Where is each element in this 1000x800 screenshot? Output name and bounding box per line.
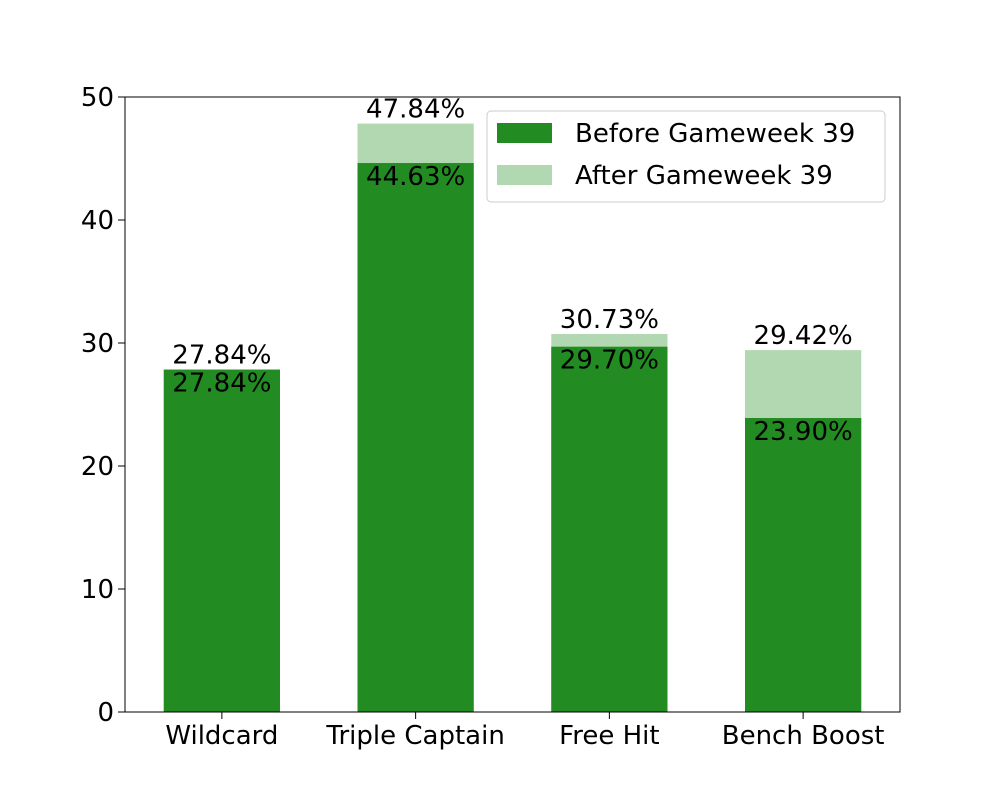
bar-before-0 (163, 369, 280, 712)
legend-frame (486, 110, 886, 203)
x-tick-label-0: Wildcard (165, 721, 278, 751)
data-label-after-3: 29.42% (754, 321, 853, 351)
legend-swatch-after (497, 165, 552, 185)
data-labels-group: 27.84%27.84% 47.84% 44.63% 30.73% 29.70% 29.4… (172, 95, 852, 447)
data-label-after-0: 27.84% (172, 341, 271, 371)
data-label-before-1: 44.63% (366, 162, 465, 192)
y-axis: 0 10 20 30 40 50 (81, 83, 125, 728)
x-tick-label-3: Bench Boost (722, 721, 885, 751)
legend-swatch-before (497, 123, 552, 143)
legend-label-after: After Gameweek 39 (575, 161, 833, 191)
x-axis: Wildcard Triple Captain Free Hit Bench Boos… (165, 712, 885, 751)
y-tick-label-4: 40 (81, 206, 114, 236)
data-label-after-2: 30.73% (560, 305, 659, 335)
y-tick-label-2: 20 (81, 452, 114, 482)
legend: Before Gameweek 39 After Gameweek 39 (486, 110, 886, 203)
x-tick-label-2: Free Hit (559, 721, 659, 751)
y-tick-label-3: 30 (81, 329, 114, 359)
bars-group (163, 123, 862, 713)
data-label-before-3: 23.90% (754, 417, 853, 447)
data-label-before-2: 29.70% (560, 346, 659, 376)
bar-before-1 (357, 163, 474, 712)
legend-label-before: Before Gameweek 39 (575, 119, 855, 149)
data-label-before-0: 27.84% (172, 369, 271, 399)
y-tick-label-1: 10 (81, 575, 114, 605)
x-tick-label-1: Triple Captain (325, 721, 504, 751)
bar-before-2 (551, 346, 668, 712)
y-tick-label-5: 50 (81, 83, 114, 113)
y-tick-label-0: 0 (97, 698, 114, 728)
bar-before-3 (745, 418, 862, 712)
data-label-after-1: 47.84% (366, 95, 465, 125)
plot-frame (124, 96, 901, 713)
